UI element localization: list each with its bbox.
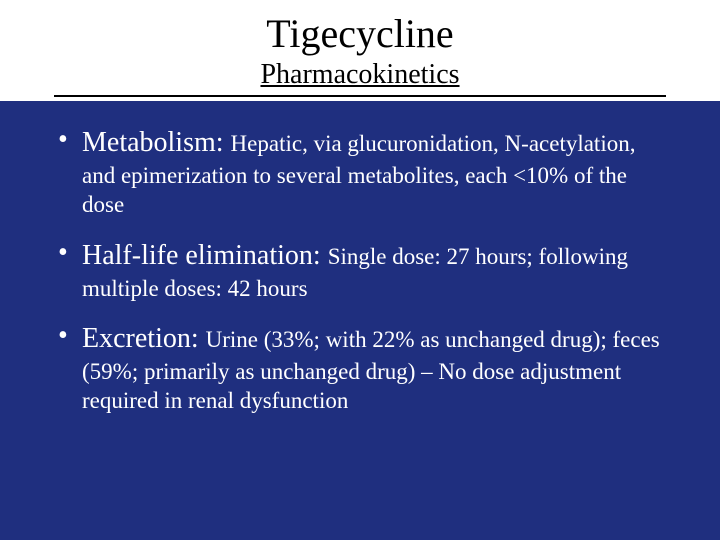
slide-body: Metabolism: Hepatic, via glucuronidation…	[0, 101, 720, 416]
bullet-term: Excretion:	[82, 323, 206, 354]
list-item: Metabolism: Hepatic, via glucuronidation…	[54, 125, 666, 220]
list-item: Half-life elimination: Single dose: 27 h…	[54, 238, 666, 303]
list-item: Excretion: Urine (33%; with 22% as uncha…	[54, 321, 666, 416]
header-area: Tigecycline Pharmacokinetics	[0, 0, 720, 101]
slide-title: Tigecycline	[54, 10, 666, 57]
bullet-term: Half-life elimination:	[82, 240, 328, 271]
bullet-list: Metabolism: Hepatic, via glucuronidation…	[54, 125, 666, 416]
bullet-term: Metabolism:	[82, 127, 231, 158]
slide-header: Tigecycline Pharmacokinetics	[54, 0, 666, 97]
slide-subtitle: Pharmacokinetics	[54, 59, 666, 91]
